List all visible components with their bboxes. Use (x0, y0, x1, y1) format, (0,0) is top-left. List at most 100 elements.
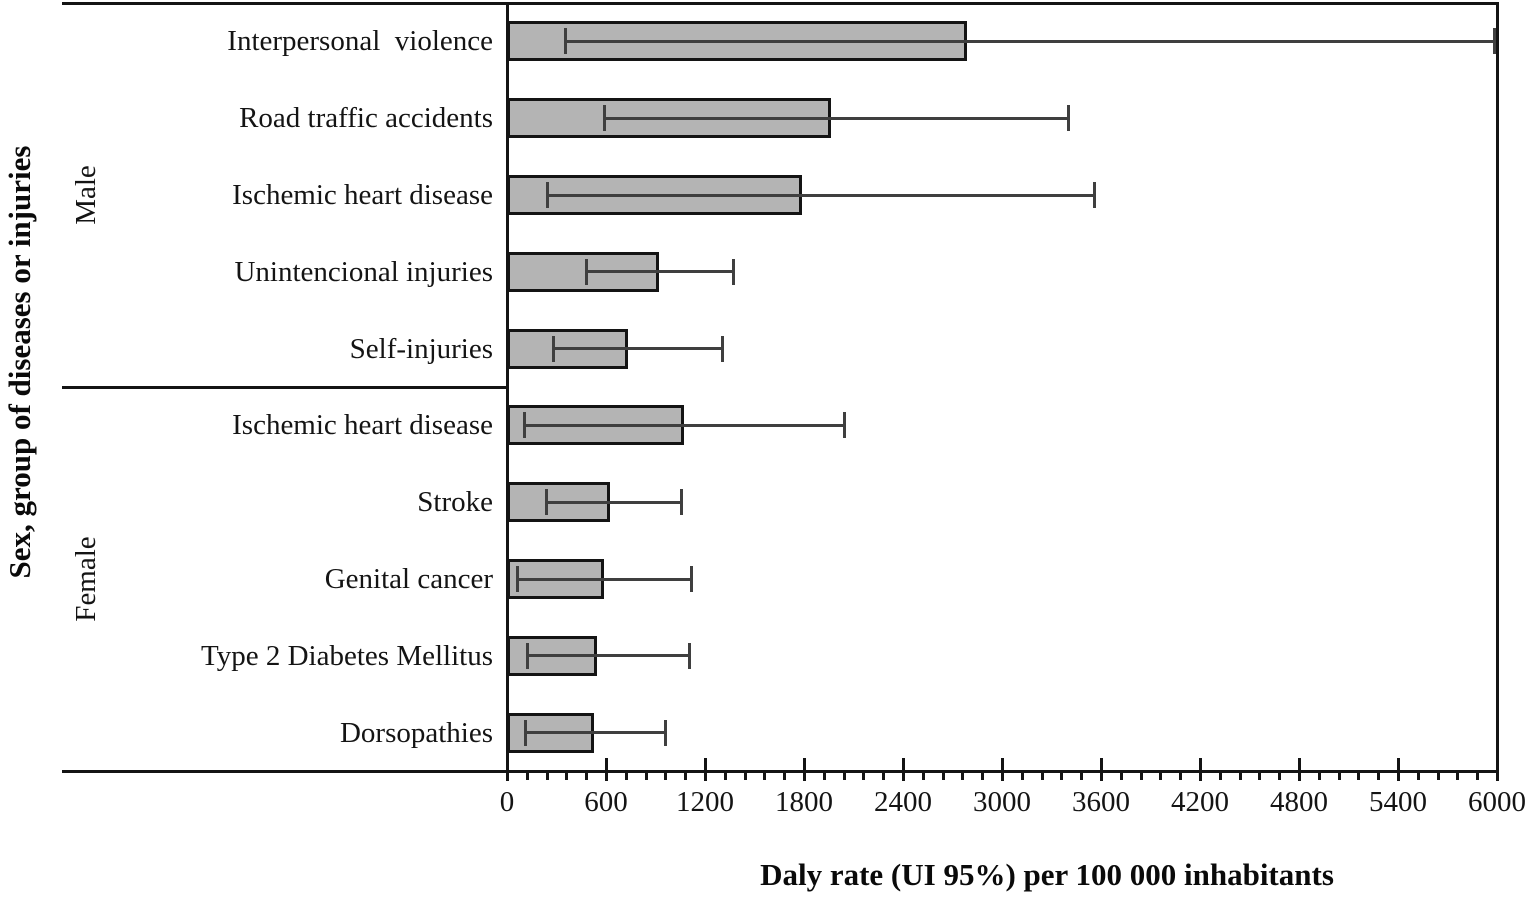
x-tick-label: 1800 (775, 786, 833, 818)
error-bar-female-ischemic-heart-disease (524, 424, 843, 427)
error-bar-cap-high (843, 412, 846, 438)
category-label-self-injuries: Self-injuries (349, 333, 493, 365)
x-minor-tick (1219, 771, 1222, 780)
error-bar-female-dorsopathies (525, 731, 664, 734)
x-tick-label: 5400 (1369, 786, 1427, 818)
x-major-tick (1397, 758, 1400, 781)
error-bar-male-unintencional-injuries (586, 270, 733, 273)
x-minor-tick (1140, 771, 1143, 780)
error-bar-female-type-2-diabetes-mellitus (527, 654, 690, 657)
group-label-female: Female (70, 536, 102, 622)
error-bar-male-ischemic-heart-disease (547, 194, 1095, 197)
group-label-male: Male (70, 165, 102, 225)
error-bar-cap-high (1067, 105, 1070, 131)
x-tick-label: 3000 (973, 786, 1031, 818)
error-bar-cap-high (688, 643, 691, 669)
x-minor-tick (843, 771, 846, 780)
x-minor-tick (1357, 771, 1360, 780)
x-minor-tick (526, 771, 529, 780)
x-tick-label: 2400 (874, 786, 932, 818)
category-label-stroke: Stroke (417, 486, 493, 518)
error-bar-cap-low (523, 412, 526, 438)
plot-border-top (62, 2, 1499, 5)
x-major-tick (1199, 758, 1202, 781)
x-minor-tick (961, 771, 964, 780)
x-major-tick (506, 758, 509, 781)
x-minor-tick (744, 771, 747, 780)
x-minor-tick (942, 771, 945, 780)
x-minor-tick (1021, 771, 1024, 780)
category-label-type-2-diabetes-mellitus: Type 2 Diabetes Mellitus (201, 640, 493, 672)
x-minor-tick (1041, 771, 1044, 780)
x-minor-tick (823, 771, 826, 780)
x-major-tick (605, 758, 608, 781)
error-bar-cap-low (564, 28, 567, 54)
category-label-road-traffic-accidents: Road traffic accidents (239, 102, 493, 134)
x-tick-label: 3600 (1072, 786, 1130, 818)
error-bar-cap-low (524, 720, 527, 746)
x-minor-tick (882, 771, 885, 780)
category-label-genital-cancer: Genital cancer (324, 563, 493, 595)
x-major-tick (1100, 758, 1103, 781)
plot-border-right (1496, 2, 1499, 780)
error-bar-cap-high (732, 259, 735, 285)
x-minor-tick (664, 771, 667, 780)
error-bar-cap-high (1493, 28, 1496, 54)
x-tick-label: 4800 (1270, 786, 1328, 818)
x-minor-tick (1318, 771, 1321, 780)
error-bar-male-self-injuries (553, 347, 721, 350)
x-tick-label: 6000 (1468, 786, 1526, 818)
category-label-ischemic-heart-disease: Ischemic heart disease (232, 409, 493, 441)
error-bar-cap-low (603, 105, 606, 131)
error-bar-cap-high (690, 566, 693, 592)
x-minor-tick (625, 771, 628, 780)
x-minor-tick (1159, 771, 1162, 780)
error-bar-male-road-traffic-accidents (604, 117, 1068, 120)
error-bar-male-interpersonal-violence (565, 40, 1494, 43)
x-major-tick (1298, 758, 1301, 781)
x-minor-tick (546, 771, 549, 780)
x-minor-tick (1456, 771, 1459, 780)
category-label-interpersonal-violence: Interpersonal violence (227, 25, 493, 57)
error-bar-cap-low (585, 259, 588, 285)
x-minor-tick (684, 771, 687, 780)
category-label-unintencional-injuries: Unintencional injuries (234, 256, 493, 288)
category-label-ischemic-heart-disease: Ischemic heart disease (232, 179, 493, 211)
x-major-tick (1496, 758, 1499, 781)
x-major-tick (902, 758, 905, 781)
x-minor-tick (922, 771, 925, 780)
category-label-dorsopathies: Dorsopathies (339, 717, 493, 749)
error-bar-female-stroke (546, 501, 681, 504)
x-minor-tick (1338, 771, 1341, 780)
x-major-tick (803, 758, 806, 781)
x-minor-tick (1120, 771, 1123, 780)
error-bar-cap-high (721, 336, 724, 362)
x-minor-tick (1278, 771, 1281, 780)
x-minor-tick (1417, 771, 1420, 780)
error-bar-cap-high (664, 720, 667, 746)
x-major-tick (704, 758, 707, 781)
error-bar-cap-low (546, 182, 549, 208)
error-bar-cap-low (516, 566, 519, 592)
x-minor-tick (1060, 771, 1063, 780)
error-bar-cap-high (1093, 182, 1096, 208)
x-minor-tick (981, 771, 984, 780)
category-axis-line (506, 2, 509, 780)
error-bar-cap-low (526, 643, 529, 669)
x-minor-tick (645, 771, 648, 780)
x-minor-tick (1437, 771, 1440, 780)
error-bar-cap-low (545, 489, 548, 515)
x-minor-tick (1476, 771, 1479, 780)
x-minor-tick (585, 771, 588, 780)
x-tick-label: 600 (584, 786, 628, 818)
x-minor-tick (1377, 771, 1380, 780)
x-minor-tick (1258, 771, 1261, 780)
x-tick-label: 0 (499, 786, 515, 818)
x-minor-tick (1080, 771, 1083, 780)
x-minor-tick (1239, 771, 1242, 780)
x-axis-title: Daly rate (UI 95%) per 100 000 inhabitan… (760, 857, 1334, 892)
x-tick-label: 1200 (676, 786, 734, 818)
error-bar-cap-low (552, 336, 555, 362)
